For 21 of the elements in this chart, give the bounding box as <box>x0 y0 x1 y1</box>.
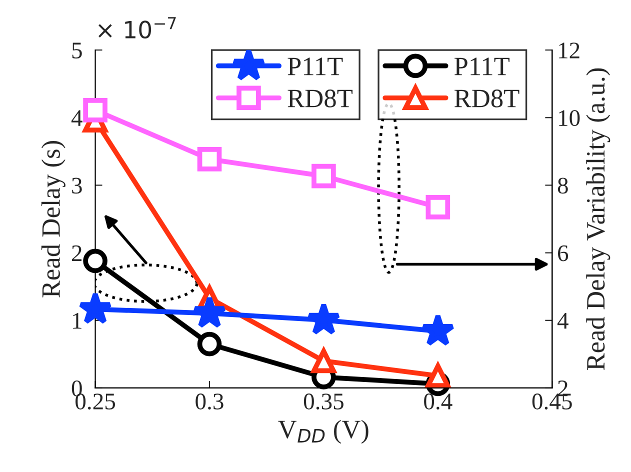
x-axis-title: V$_{DD}$ (V) <box>278 420 368 444</box>
y-tick-label: 2 <box>72 245 82 261</box>
legend-label: RD8T <box>288 90 353 108</box>
legend-label: P11T <box>454 58 510 76</box>
legend-label: P11T <box>288 58 343 76</box>
y-tick-label: 1 <box>73 313 82 329</box>
y2-axis-title: Read Delay Variability (a.u.) <box>586 68 610 370</box>
y2-tick-label: 10 <box>559 110 580 126</box>
x-tick-label: 0.4 <box>424 394 452 410</box>
y-tick-label: 3 <box>72 178 82 194</box>
x-tick-label: 0.35 <box>304 394 344 410</box>
y2-tick-label: 12 <box>559 42 580 58</box>
y-tick-label: 5 <box>72 42 82 58</box>
y2-tick-label: 8 <box>558 178 568 194</box>
y-tick-label: 4 <box>71 110 82 126</box>
y-axis-title: Read Delay (s) <box>41 141 66 298</box>
y2-tick-label: 6 <box>558 245 568 262</box>
y2-tick-label: 4 <box>557 313 568 329</box>
legend-label: RD8T <box>454 90 520 108</box>
text: × 10$^{−7}$ <box>98 17 176 39</box>
x-tick-label: 0.3 <box>196 394 224 410</box>
